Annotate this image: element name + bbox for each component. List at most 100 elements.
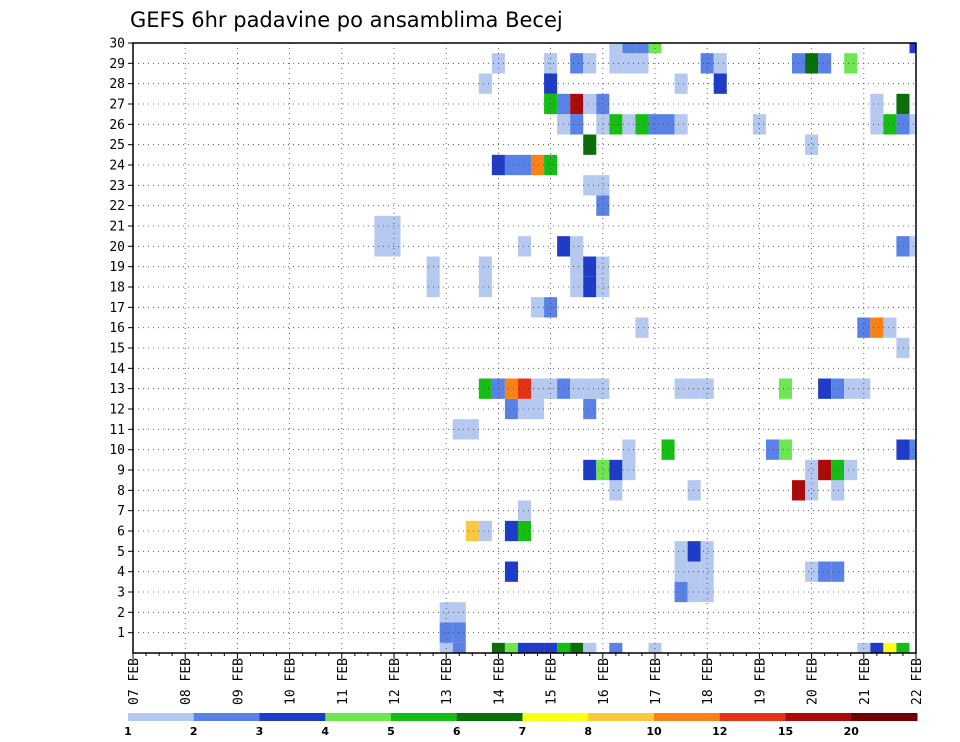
precip-cell xyxy=(909,236,916,257)
precip-cell xyxy=(870,93,884,115)
precip-cell xyxy=(674,378,688,399)
chart-title: GEFS 6hr padavine po ansamblima Becej xyxy=(130,8,563,32)
x-tick-label: 15 FEB xyxy=(545,658,560,705)
precip-cell xyxy=(504,398,518,420)
precip-cell xyxy=(896,93,910,115)
precip-cell xyxy=(700,561,714,582)
precip-cell xyxy=(831,480,845,501)
y-tick-label: 26 xyxy=(109,118,125,133)
precip-cell xyxy=(713,53,727,74)
precip-cell xyxy=(713,73,727,94)
precip-cell xyxy=(531,642,545,653)
precip-cell xyxy=(831,378,845,399)
grid-lines xyxy=(133,42,917,653)
y-tick-label: 29 xyxy=(109,57,125,72)
precip-cell xyxy=(609,459,623,481)
precip-cell xyxy=(700,581,714,603)
y-tick-label: 13 xyxy=(109,382,125,397)
precip-cell xyxy=(504,154,518,176)
legend-label: 7 xyxy=(519,725,527,738)
precip-cell xyxy=(504,561,518,582)
precip-cell xyxy=(596,175,610,196)
legend-swatch xyxy=(456,713,523,721)
precip-cell xyxy=(648,114,662,135)
precip-cell xyxy=(517,378,532,399)
precip-cell xyxy=(544,297,558,318)
precip-cell xyxy=(609,53,623,74)
x-tick-label: 10 FEB xyxy=(284,658,299,705)
x-tick-label: 07 FEB xyxy=(127,658,142,705)
precip-cell xyxy=(531,297,545,318)
precip-cell xyxy=(844,378,858,399)
precip-cell xyxy=(778,378,793,399)
y-tick-label: 5 xyxy=(117,545,125,560)
precip-cell xyxy=(896,642,910,653)
precip-cell xyxy=(517,500,532,521)
y-tick-label: 16 xyxy=(109,321,125,336)
precip-cell xyxy=(517,154,532,176)
precip-cell xyxy=(452,602,466,623)
precip-cell xyxy=(818,459,832,481)
precip-cell xyxy=(896,236,910,257)
precip-cell xyxy=(596,256,610,277)
precip-cell xyxy=(557,642,571,653)
precip-cell xyxy=(635,114,649,135)
legend-label: 1 xyxy=(124,725,132,738)
precip-cell xyxy=(478,73,492,94)
precip-cell xyxy=(674,581,688,603)
legend-label: 6 xyxy=(453,725,461,738)
x-tick-label: 12 FEB xyxy=(388,658,403,705)
precip-cell xyxy=(439,642,453,653)
x-tick-label: 17 FEB xyxy=(649,658,664,705)
precip-cell xyxy=(531,378,545,399)
y-tick-label: 1 xyxy=(117,626,125,641)
precip-cell xyxy=(870,642,884,653)
x-tick-label: 16 FEB xyxy=(597,658,612,705)
precip-cell xyxy=(517,236,532,257)
precip-cell xyxy=(687,541,701,562)
precip-cell xyxy=(844,53,858,74)
precip-cell xyxy=(883,642,897,653)
legend-label: 8 xyxy=(584,725,592,738)
precip-cell xyxy=(544,154,558,176)
legend-label: 12 xyxy=(712,725,727,738)
precip-cell xyxy=(896,337,910,359)
precip-cell xyxy=(570,642,584,653)
precip-cell xyxy=(844,459,858,481)
precip-cell xyxy=(465,520,479,542)
precip-cell xyxy=(570,236,584,257)
precip-cell xyxy=(452,622,466,643)
legend-swatch xyxy=(719,713,786,721)
y-tick-label: 22 xyxy=(109,199,125,214)
precip-cell xyxy=(857,642,871,653)
precip-cell xyxy=(439,602,453,623)
legend-label: 2 xyxy=(190,725,198,738)
precip-cell xyxy=(622,43,636,54)
legend-label: 3 xyxy=(256,725,264,738)
precip-cell xyxy=(831,459,845,481)
precip-cell xyxy=(648,642,662,653)
precip-cell xyxy=(687,378,701,399)
precip-cell xyxy=(674,114,688,135)
y-tick-label: 9 xyxy=(117,464,125,479)
precip-cell xyxy=(583,276,597,298)
precip-cell xyxy=(870,317,884,338)
precip-cell xyxy=(544,642,558,653)
x-axis: 07 FEB 08 FEB 09 FEB 10 FEB 11 FEB 12 FEB 13 F… xyxy=(127,653,925,705)
y-tick-label: 21 xyxy=(109,220,125,235)
legend-label: 10 xyxy=(646,725,662,738)
precip-cell xyxy=(818,53,832,74)
legend-swatch xyxy=(193,713,260,721)
precip-cell xyxy=(583,256,597,277)
precip-cell xyxy=(596,195,610,216)
y-tick-label: 7 xyxy=(117,504,125,519)
y-tick-label: 27 xyxy=(109,98,125,113)
precip-cell xyxy=(452,642,466,653)
y-tick-label: 14 xyxy=(109,362,125,377)
y-tick-label: 8 xyxy=(117,484,125,499)
precip-cell xyxy=(596,276,610,298)
legend-swatch xyxy=(128,713,195,721)
legend-swatch xyxy=(391,713,458,721)
precip-cell xyxy=(570,93,584,115)
precip-cell xyxy=(805,480,819,501)
